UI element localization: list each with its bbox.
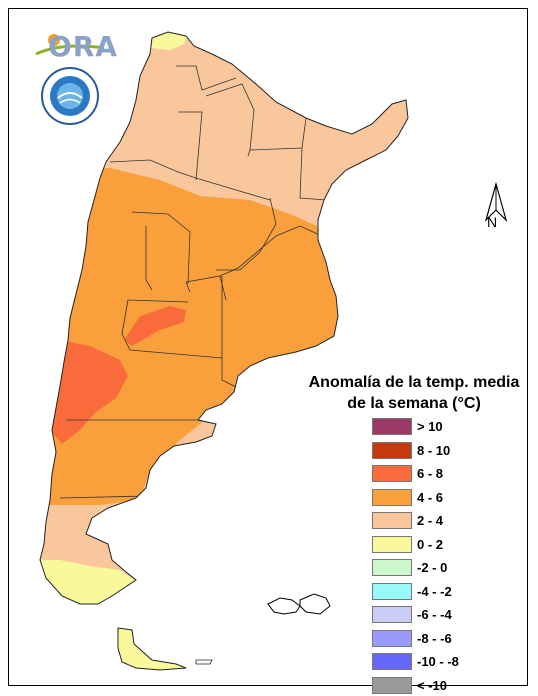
zone-4-6 (40, 168, 360, 505)
legend-title: Anomalía de la temp. media de la semana … (296, 372, 532, 414)
map-frame (8, 8, 528, 686)
north-label: N (487, 214, 498, 230)
ora-logo-text: ORA (48, 30, 119, 63)
ora-logo (35, 34, 105, 56)
legend-swatch (372, 629, 412, 647)
legend-label: -2 - 0 (417, 560, 448, 575)
legend-swatch (372, 441, 412, 459)
zone-6-8-west (50, 340, 128, 444)
legend-swatch (372, 512, 412, 529)
legend-swatch (372, 653, 412, 670)
legend-label: 0 - 2 (417, 536, 444, 552)
small-island (195, 659, 213, 665)
legend-label: 8 - 10 (417, 442, 451, 458)
legend-swatch (372, 559, 412, 576)
legend-label: 4 - 6 (417, 489, 444, 505)
legend-label: 6 - 8 (417, 466, 444, 481)
legend-label: < -10 (417, 677, 447, 693)
smn-seal (41, 67, 99, 125)
legend-label: -8 - -6 (417, 630, 452, 646)
malvinas-islands (267, 593, 331, 615)
province-boundaries (59, 65, 327, 499)
legend-label: 2 - 4 (417, 513, 444, 528)
zone-0-2-south (40, 560, 140, 604)
legend-swatch (372, 606, 412, 623)
legend-label: -6 - -4 (417, 607, 452, 622)
zone-6-8-center (124, 306, 186, 346)
legend-label: -10 - -8 (417, 654, 459, 669)
legend-label: -4 - -2 (417, 583, 452, 599)
legend-title-line2: de la semana (°C) (347, 395, 481, 412)
legend-swatch (372, 488, 412, 506)
tierra-del-fuego (117, 627, 187, 671)
legend-swatch (372, 465, 412, 482)
legend-swatch (372, 582, 412, 600)
legend-title-line1: Anomalía de la temp. media (308, 374, 520, 391)
coastline (39, 31, 409, 605)
north-arrow-icon (484, 181, 508, 223)
legend-swatch (372, 418, 412, 435)
legend-swatch (372, 676, 412, 694)
legend-swatch (372, 535, 412, 553)
legend-label: > 10 (417, 419, 443, 434)
